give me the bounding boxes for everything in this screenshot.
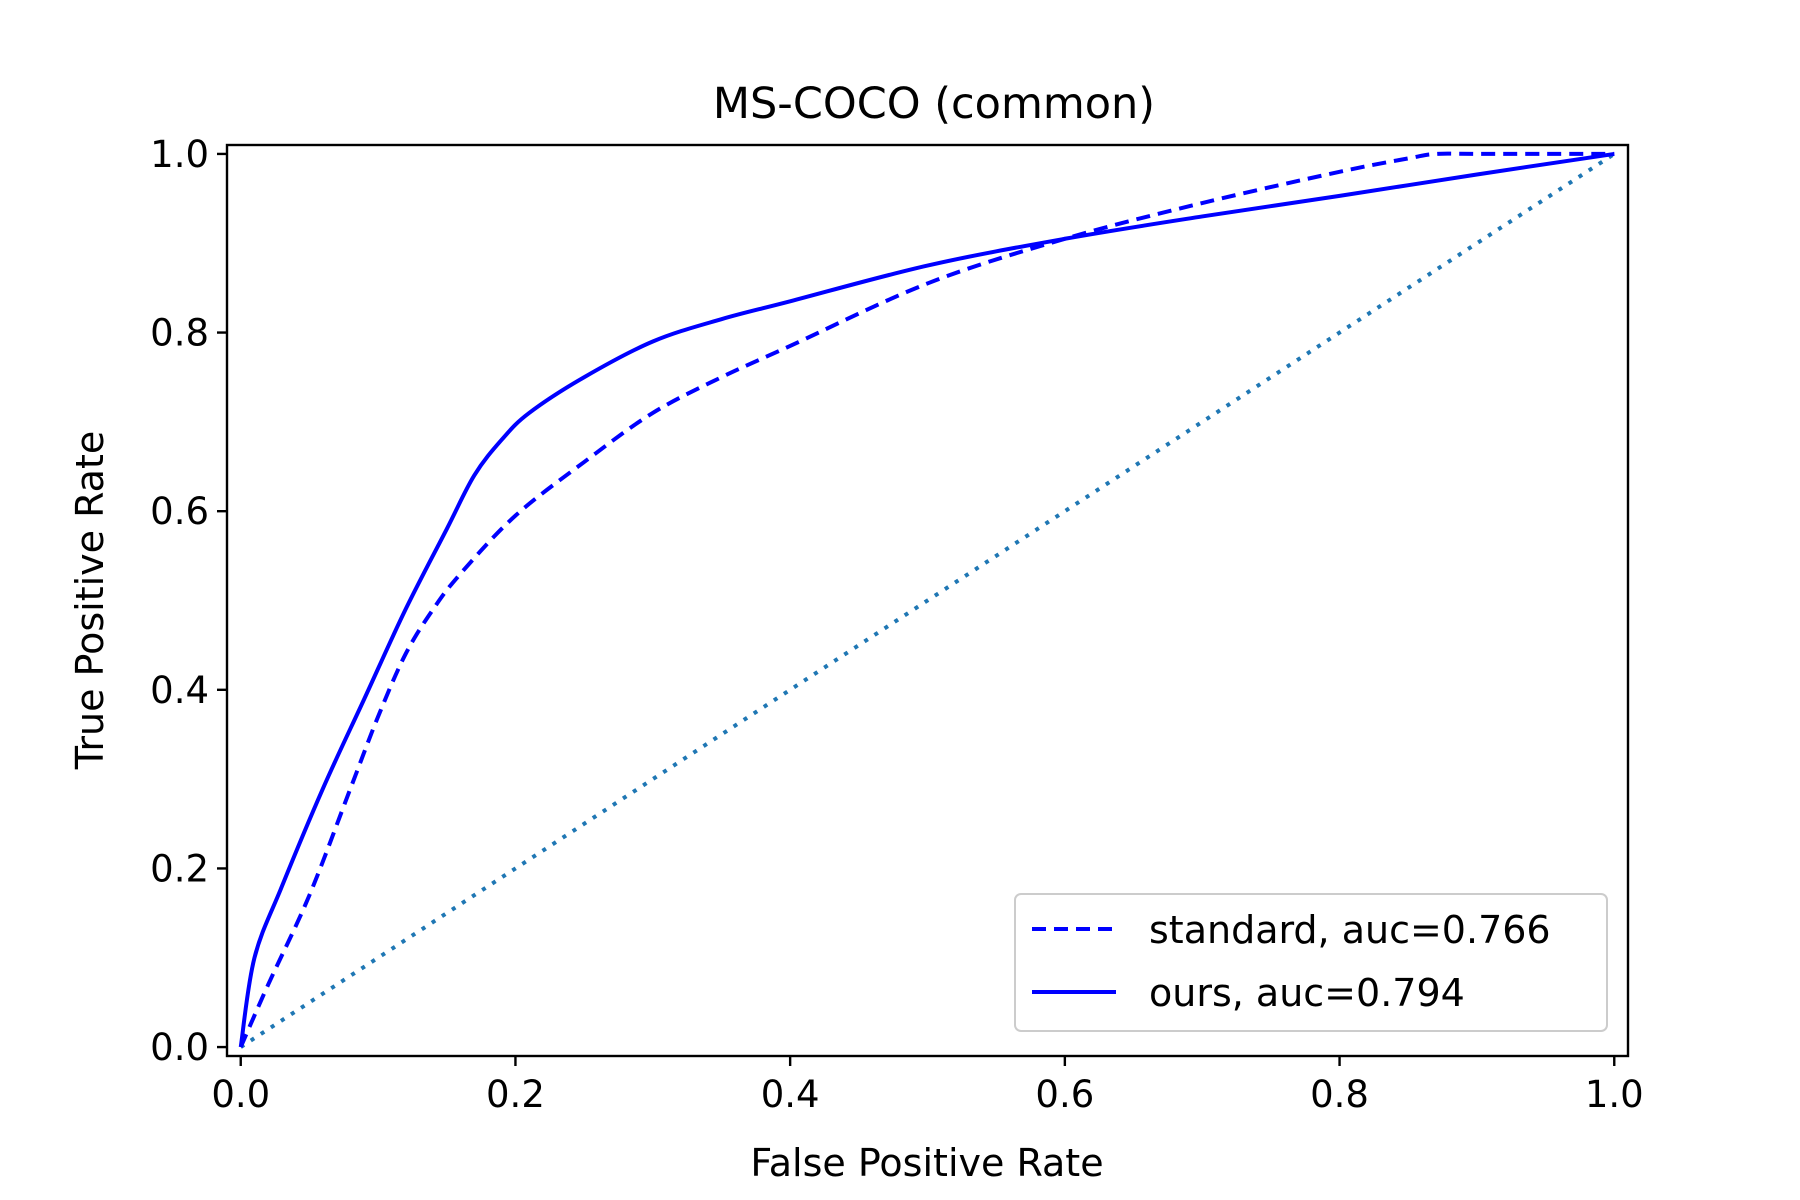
plot-frame	[225, 143, 1630, 1058]
legend-label-ours: ours, auc=0.794	[1149, 971, 1465, 1015]
x-tick-label: 1.0	[1585, 1073, 1644, 1116]
y-axis: 0.0 0.2 0.4 0.6 0.8 1.0	[150, 133, 227, 1069]
y-tick-label: 0.0	[150, 1026, 209, 1069]
series-line-ours	[238, 151, 1615, 1048]
x-tick-label: 0.0	[211, 1073, 270, 1116]
x-axis: 0.0 0.2 0.4 0.6 0.8 1.0	[211, 1056, 1644, 1116]
plot-area	[225, 143, 1630, 1058]
x-tick-label: 0.6	[1035, 1073, 1094, 1116]
y-tick-label: 0.6	[150, 490, 209, 533]
legend: standard, auc=0.766 ours, auc=0.794	[1014, 893, 1608, 1032]
series-layer	[238, 151, 1616, 1049]
series-line-standard	[238, 151, 1615, 1048]
y-tick-label: 0.2	[150, 847, 209, 890]
legend-box	[1014, 893, 1608, 1032]
y-tick-label: 0.8	[150, 312, 209, 355]
y-tick-label: 0.4	[150, 669, 209, 712]
x-axis-label: False Positive Rate	[750, 1141, 1103, 1185]
y-tick-label: 1.0	[150, 133, 209, 176]
x-tick-label: 0.8	[1310, 1073, 1369, 1116]
x-tick-label: 0.4	[761, 1073, 820, 1116]
y-axis-label: True Positive Rate	[68, 431, 112, 771]
chart-title: MS-COCO (common)	[713, 79, 1155, 129]
x-tick-label: 0.2	[486, 1073, 545, 1116]
legend-label-standard: standard, auc=0.766	[1149, 908, 1551, 952]
series-line-chance	[239, 152, 1616, 1049]
